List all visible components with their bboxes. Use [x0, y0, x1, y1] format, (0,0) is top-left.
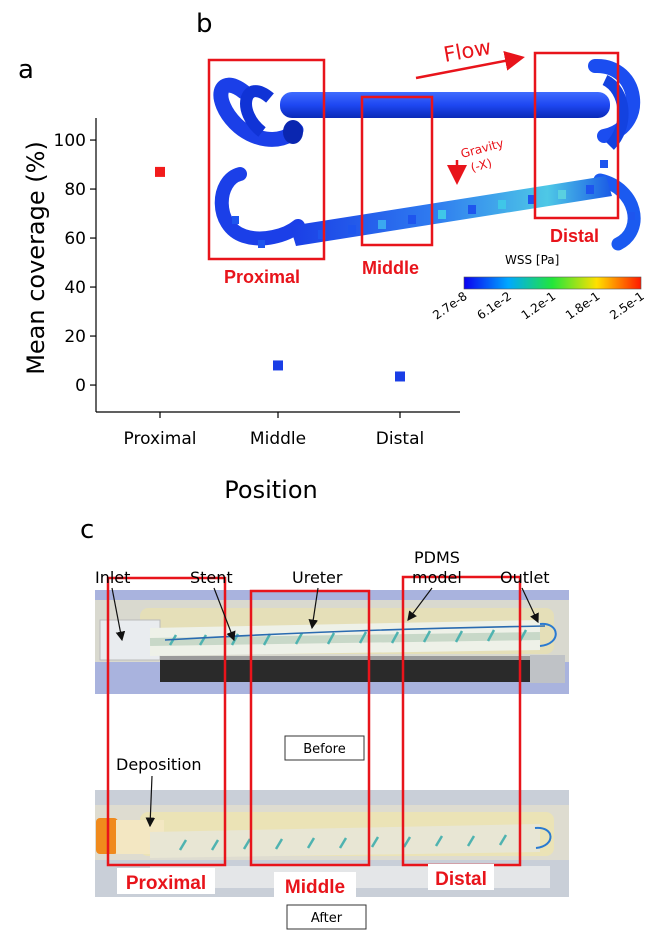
colorbar-tick-label: 2.7e-8: [430, 289, 470, 323]
sim-region-label-distal: Distal: [550, 226, 599, 246]
callout-pdms-line1: PDMS: [414, 548, 460, 567]
callout-stent: Stent: [190, 568, 233, 587]
photo-region-label-proximal: Proximal: [126, 873, 206, 894]
callout-pdms-line2: model: [412, 568, 462, 587]
before-label: Before: [303, 742, 346, 757]
x-axis-label: Position: [224, 476, 317, 504]
callout-ureter: Ureter: [292, 568, 343, 587]
colorbar-tick-label: 1.2e-1: [519, 289, 559, 323]
panel-label-c: c: [80, 515, 94, 545]
y-ticks: 0 20 40 60 80 100: [54, 131, 96, 396]
data-point-proximal: [155, 167, 165, 177]
colorbar-tick-label: 2.5e-1: [607, 289, 647, 323]
panel-label-b: b: [196, 9, 213, 39]
data-point-distal: [395, 371, 405, 381]
photo-region-label-middle: Middle: [285, 877, 345, 898]
x-tick-label: Proximal: [124, 429, 197, 449]
callout-inlet: Inlet: [95, 568, 130, 587]
flow-label: Flow: [442, 35, 493, 67]
colorbar-title: WSS [Pa]: [505, 253, 559, 267]
colorbar-tick-label: 1.8e-1: [563, 289, 603, 323]
colorbar: [464, 277, 641, 289]
x-tick-label: Middle: [250, 429, 306, 449]
callout-outlet: Outlet: [500, 568, 550, 587]
y-tick-label: 20: [64, 327, 86, 347]
sim-region-label-middle: Middle: [362, 258, 419, 278]
sim-region-label-proximal: Proximal: [224, 267, 300, 287]
colorbar-ticks: 2.7e-86.1e-21.2e-11.8e-12.5e-1: [430, 289, 647, 323]
callout-deposition: Deposition: [116, 755, 202, 774]
panel-label-a: a: [18, 55, 34, 85]
y-tick-label: 60: [64, 229, 86, 249]
gravity-axis-label: (-X): [469, 156, 493, 175]
photo-region-label-distal: Distal: [435, 869, 487, 890]
y-tick-label: 40: [64, 278, 86, 298]
cfd-model: Flow Gravity (-X) Proximal Middle Distal…: [209, 35, 647, 323]
colorbar-tick-label: 6.1e-2: [474, 289, 514, 323]
x-ticks: Proximal Middle Distal: [124, 412, 425, 449]
y-axis-label: Mean coverage (%): [22, 141, 50, 375]
y-tick-label: 100: [54, 131, 86, 151]
x-tick-label: Distal: [376, 429, 424, 449]
y-tick-label: 80: [64, 180, 86, 200]
data-point-middle: [273, 360, 283, 370]
after-label: After: [311, 911, 343, 926]
y-tick-label: 0: [75, 376, 86, 396]
photo-before: [95, 590, 569, 694]
